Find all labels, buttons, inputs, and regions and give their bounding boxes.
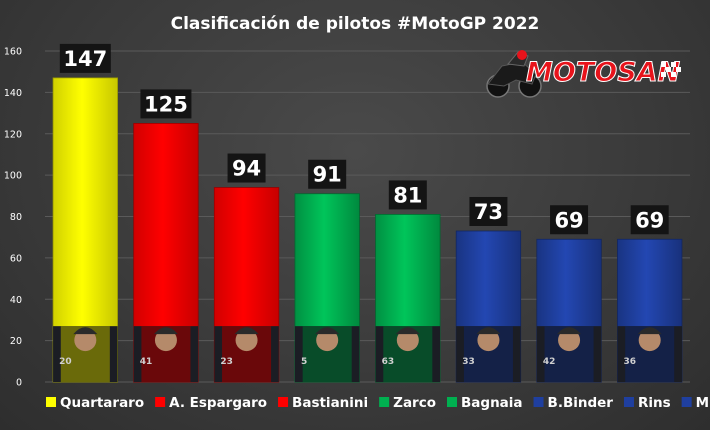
value-label-box: [388, 180, 427, 210]
rider-number: 20: [59, 357, 72, 367]
legend-item: Zarco: [379, 395, 436, 411]
rider-photo: 36: [617, 326, 682, 382]
value-label-box: [308, 159, 347, 189]
rider-number: 33: [462, 357, 475, 367]
motosan-logo-text: MOTOSAN: [526, 57, 681, 88]
value-label: 69: [635, 208, 664, 232]
rider-photo: 33: [456, 326, 521, 382]
motorcycle-rider-icon: [486, 50, 542, 98]
legend-item: A. Espargaro: [155, 395, 267, 411]
rider-hair: [395, 327, 420, 335]
legend-item: Mir: [681, 395, 710, 411]
value-label-box: [550, 205, 589, 235]
legend-label: A. Espargaro: [169, 395, 267, 411]
value-label-box: [59, 43, 111, 73]
rider-hair: [315, 327, 340, 335]
legend-swatch: [447, 397, 457, 407]
value-label-box: [140, 89, 192, 119]
rider-hair: [476, 327, 501, 335]
rider-face: [396, 329, 419, 352]
rider-face: [154, 329, 177, 352]
legend: Quartararo A. Espargaro Bastianini Zarco Bag…: [46, 395, 710, 411]
y-axis: 0 20 40 60 80 100 120 140 160: [4, 47, 22, 389]
y-tick-label: 120: [4, 129, 22, 140]
value-label: 94: [232, 157, 261, 181]
rider-face: [477, 329, 500, 352]
legend-label: Bastianini: [292, 395, 368, 411]
rider-photo: 63: [375, 326, 441, 382]
legend-item: Rins: [623, 395, 671, 411]
rider-photo: 5: [294, 326, 360, 382]
rider-face: [74, 329, 97, 352]
rider-face: [235, 329, 258, 352]
legend-swatch: [623, 397, 634, 407]
rider-face: [558, 329, 581, 352]
y-tick-label: 160: [4, 47, 22, 58]
rider-hair: [557, 327, 582, 335]
legend-label: Quartararo: [60, 395, 144, 411]
legend-swatch: [681, 397, 692, 407]
chart-title: Clasificación de pilotos #MotoGP 2022: [171, 14, 540, 34]
value-label-box: [630, 205, 669, 235]
value-label-box: [469, 196, 508, 226]
rider-face: [316, 329, 339, 352]
y-tick-label: 40: [10, 295, 22, 306]
legend-label: Bagnaia: [461, 395, 523, 411]
rider-hair: [153, 327, 178, 335]
y-tick-label: 20: [10, 336, 22, 347]
rider-photo: 23: [214, 326, 279, 382]
value-label: 73: [474, 200, 503, 224]
legend-item: Bastianini: [278, 395, 368, 411]
legend-swatch: [155, 397, 166, 407]
legend-item: B.Binder: [533, 395, 614, 411]
value-label: 91: [313, 163, 342, 187]
legend-swatch: [46, 397, 56, 407]
rider-hair: [73, 327, 98, 335]
legend-swatch: [379, 397, 390, 407]
legend-label: Zarco: [393, 395, 436, 411]
legend-item: Bagnaia: [447, 395, 523, 411]
y-tick-label: 100: [4, 171, 22, 182]
rider-number: 41: [140, 357, 153, 367]
motosan-logo: MOTOSAN: [486, 50, 681, 98]
legend-label: Rins: [638, 395, 671, 411]
rider-photo: 20: [53, 326, 118, 382]
y-tick-label: 80: [10, 212, 22, 223]
y-tick-label: 60: [10, 253, 22, 264]
value-labels: 147 125 94 91 81 73 69 69: [59, 43, 669, 235]
rider-number: 23: [220, 357, 233, 367]
value-label-box: [227, 153, 266, 183]
value-label: 125: [144, 92, 188, 116]
rider-hair: [637, 327, 662, 335]
rider-number: 36: [623, 357, 636, 367]
legend-swatch: [278, 397, 289, 407]
rider-hair: [234, 327, 259, 335]
legend-item: Quartararo: [46, 395, 144, 411]
rider-photo: 41: [133, 326, 199, 382]
value-label: 147: [63, 47, 107, 71]
value-label: 69: [554, 208, 583, 232]
rider-photo: 42: [536, 326, 602, 382]
legend-swatch: [533, 397, 544, 407]
checkered-flag-icon: [661, 62, 681, 77]
rider-number: 42: [543, 357, 556, 367]
rider-number: 63: [382, 357, 395, 367]
y-tick-label: 140: [4, 88, 22, 99]
y-tick-label: 0: [16, 378, 22, 389]
rider-face: [638, 329, 661, 352]
legend-label: Mir: [696, 395, 710, 411]
legend-label: B.Binder: [548, 395, 614, 411]
value-label: 81: [393, 183, 422, 207]
bars: 20 41 23 5 63 33 42 36: [52, 77, 683, 383]
rider-number: 5: [301, 357, 307, 367]
